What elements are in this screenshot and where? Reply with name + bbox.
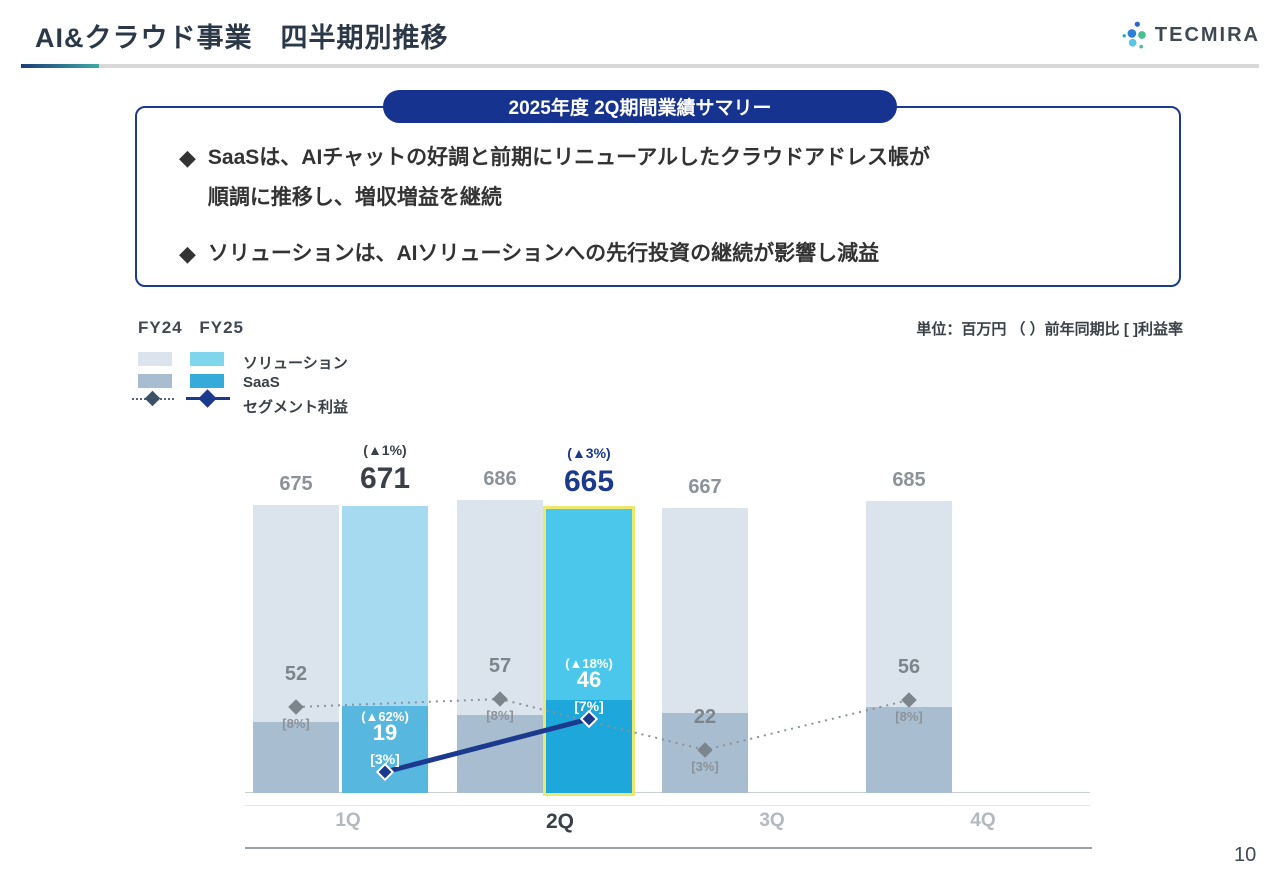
diamond-bullet-icon: ◆ — [179, 145, 196, 170]
unit-note: 単位：百万円 （ ）前年同期比 [ ]利益率 — [916, 321, 1183, 338]
fy25-rate-1q: [3%] — [370, 751, 400, 767]
axis-band-bottom-line — [245, 847, 1092, 849]
fy24-rate-4q: [8%] — [895, 709, 923, 724]
axis-label-2q: 2Q — [545, 810, 575, 833]
fy24-profit-4q: 56 — [897, 656, 921, 678]
axis-label-1q: 1Q — [335, 810, 361, 831]
bar-fy24-2q-saas — [457, 715, 543, 793]
axis-label-4q: 4Q — [970, 810, 996, 831]
summary-bullet-1-line1: SaaSは、AIチャットの好調と前期にリニューアルしたクラウドアドレス帳が — [207, 146, 931, 169]
summary-pill: 2025年度 2Q期間業績サマリー — [383, 90, 897, 123]
bar-fy24-1q — [253, 505, 339, 793]
fy24-total-4q: 685 — [892, 469, 926, 491]
bar-fy25-2q-highlighted — [543, 506, 635, 796]
summary-bullet-1-text: SaaSは、AIチャットの好調と前期にリニューアルしたクラウドアドレス帳が 順調… — [208, 138, 930, 218]
summary-bullet-2-line1: ソリューションは、AIソリューションへの先行投資の継続が影響し減益 — [207, 242, 880, 265]
legend-fy24-header: FY24 — [138, 318, 183, 337]
summary-box: ◆ SaaSは、AIチャットの好調と前期にリニューアルしたクラウドアドレス帳が … — [135, 106, 1181, 287]
axis-label-3q: 3Q — [759, 810, 785, 831]
fy25-total-1q: 671 — [359, 462, 411, 495]
title-underline — [21, 64, 1259, 68]
bar-fy25-1q — [342, 506, 428, 793]
diamond-bullet-icon: ◆ — [179, 241, 196, 266]
legend-fy-headers: FY24 FY25 — [138, 318, 244, 338]
summary-bullet-2-text: ソリューションは、AIソリューションへの先行投資の継続が影響し減益 — [208, 234, 879, 274]
axis-band-top-line — [245, 805, 1090, 806]
fy24-profit-1q: 52 — [284, 663, 308, 685]
legend-label-saas: SaaS — [243, 374, 280, 391]
page-title: AI&クラウド事業 四半期別推移 — [35, 23, 449, 53]
fy24-total-2q: 686 — [483, 468, 517, 490]
logo-text: TECMIRA — [1154, 23, 1260, 46]
legend-swatch-fy24-saas — [138, 374, 172, 388]
legend-swatch-fy25-solution — [190, 352, 224, 366]
fy24-rate-1q: [8%] — [282, 716, 310, 731]
legend-label-segment-profit: セグメント利益 — [243, 399, 349, 416]
title-underline-accent — [21, 64, 99, 68]
summary-bullet-1-line2: 順調に推移し、増収増益を継続 — [207, 186, 502, 209]
fy25-rate-2q: [7%] — [574, 698, 604, 714]
fy24-rate-2q: [8%] — [486, 708, 514, 723]
page-number: 10 — [1234, 844, 1257, 866]
fy25-profit-2q: 46 — [576, 667, 602, 692]
fy24-total-3q: 667 — [688, 476, 722, 498]
legend-swatch-fy24-solution — [138, 352, 172, 366]
legend-swatch-fy25-saas — [190, 374, 224, 388]
fy24-profit-2q: 57 — [488, 655, 512, 677]
fy25-total-2q: 665 — [563, 465, 615, 498]
bar-fy24-4q — [866, 501, 952, 793]
tecmira-logo-icon — [1122, 21, 1146, 49]
tecmira-logo: TECMIRA — [1118, 14, 1260, 56]
fy25-profit-1q: 19 — [372, 720, 398, 745]
legend-label-solution: ソリューション — [243, 355, 348, 372]
summary-bullet-1: ◆ SaaSは、AIチャットの好調と前期にリニューアルしたクラウドアドレス帳が … — [179, 138, 930, 218]
fy24-rate-3q: [3%] — [691, 759, 719, 774]
fy25-yoy-1q: (▲1%) — [363, 442, 407, 458]
legend-fy25-header: FY25 — [199, 318, 245, 337]
bar-fy24-1q-saas — [253, 722, 339, 793]
fy25-yoy-2q: (▲3%) — [567, 445, 611, 461]
bar-fy24-2q — [457, 500, 543, 793]
fy24-profit-3q: 22 — [693, 706, 717, 728]
fy24-total-1q: 675 — [279, 473, 313, 495]
fy25-profit-yoy-2q: (▲18%) — [565, 656, 613, 671]
summary-bullet-2: ◆ ソリューションは、AIソリューションへの先行投資の継続が影響し減益 — [179, 234, 879, 274]
